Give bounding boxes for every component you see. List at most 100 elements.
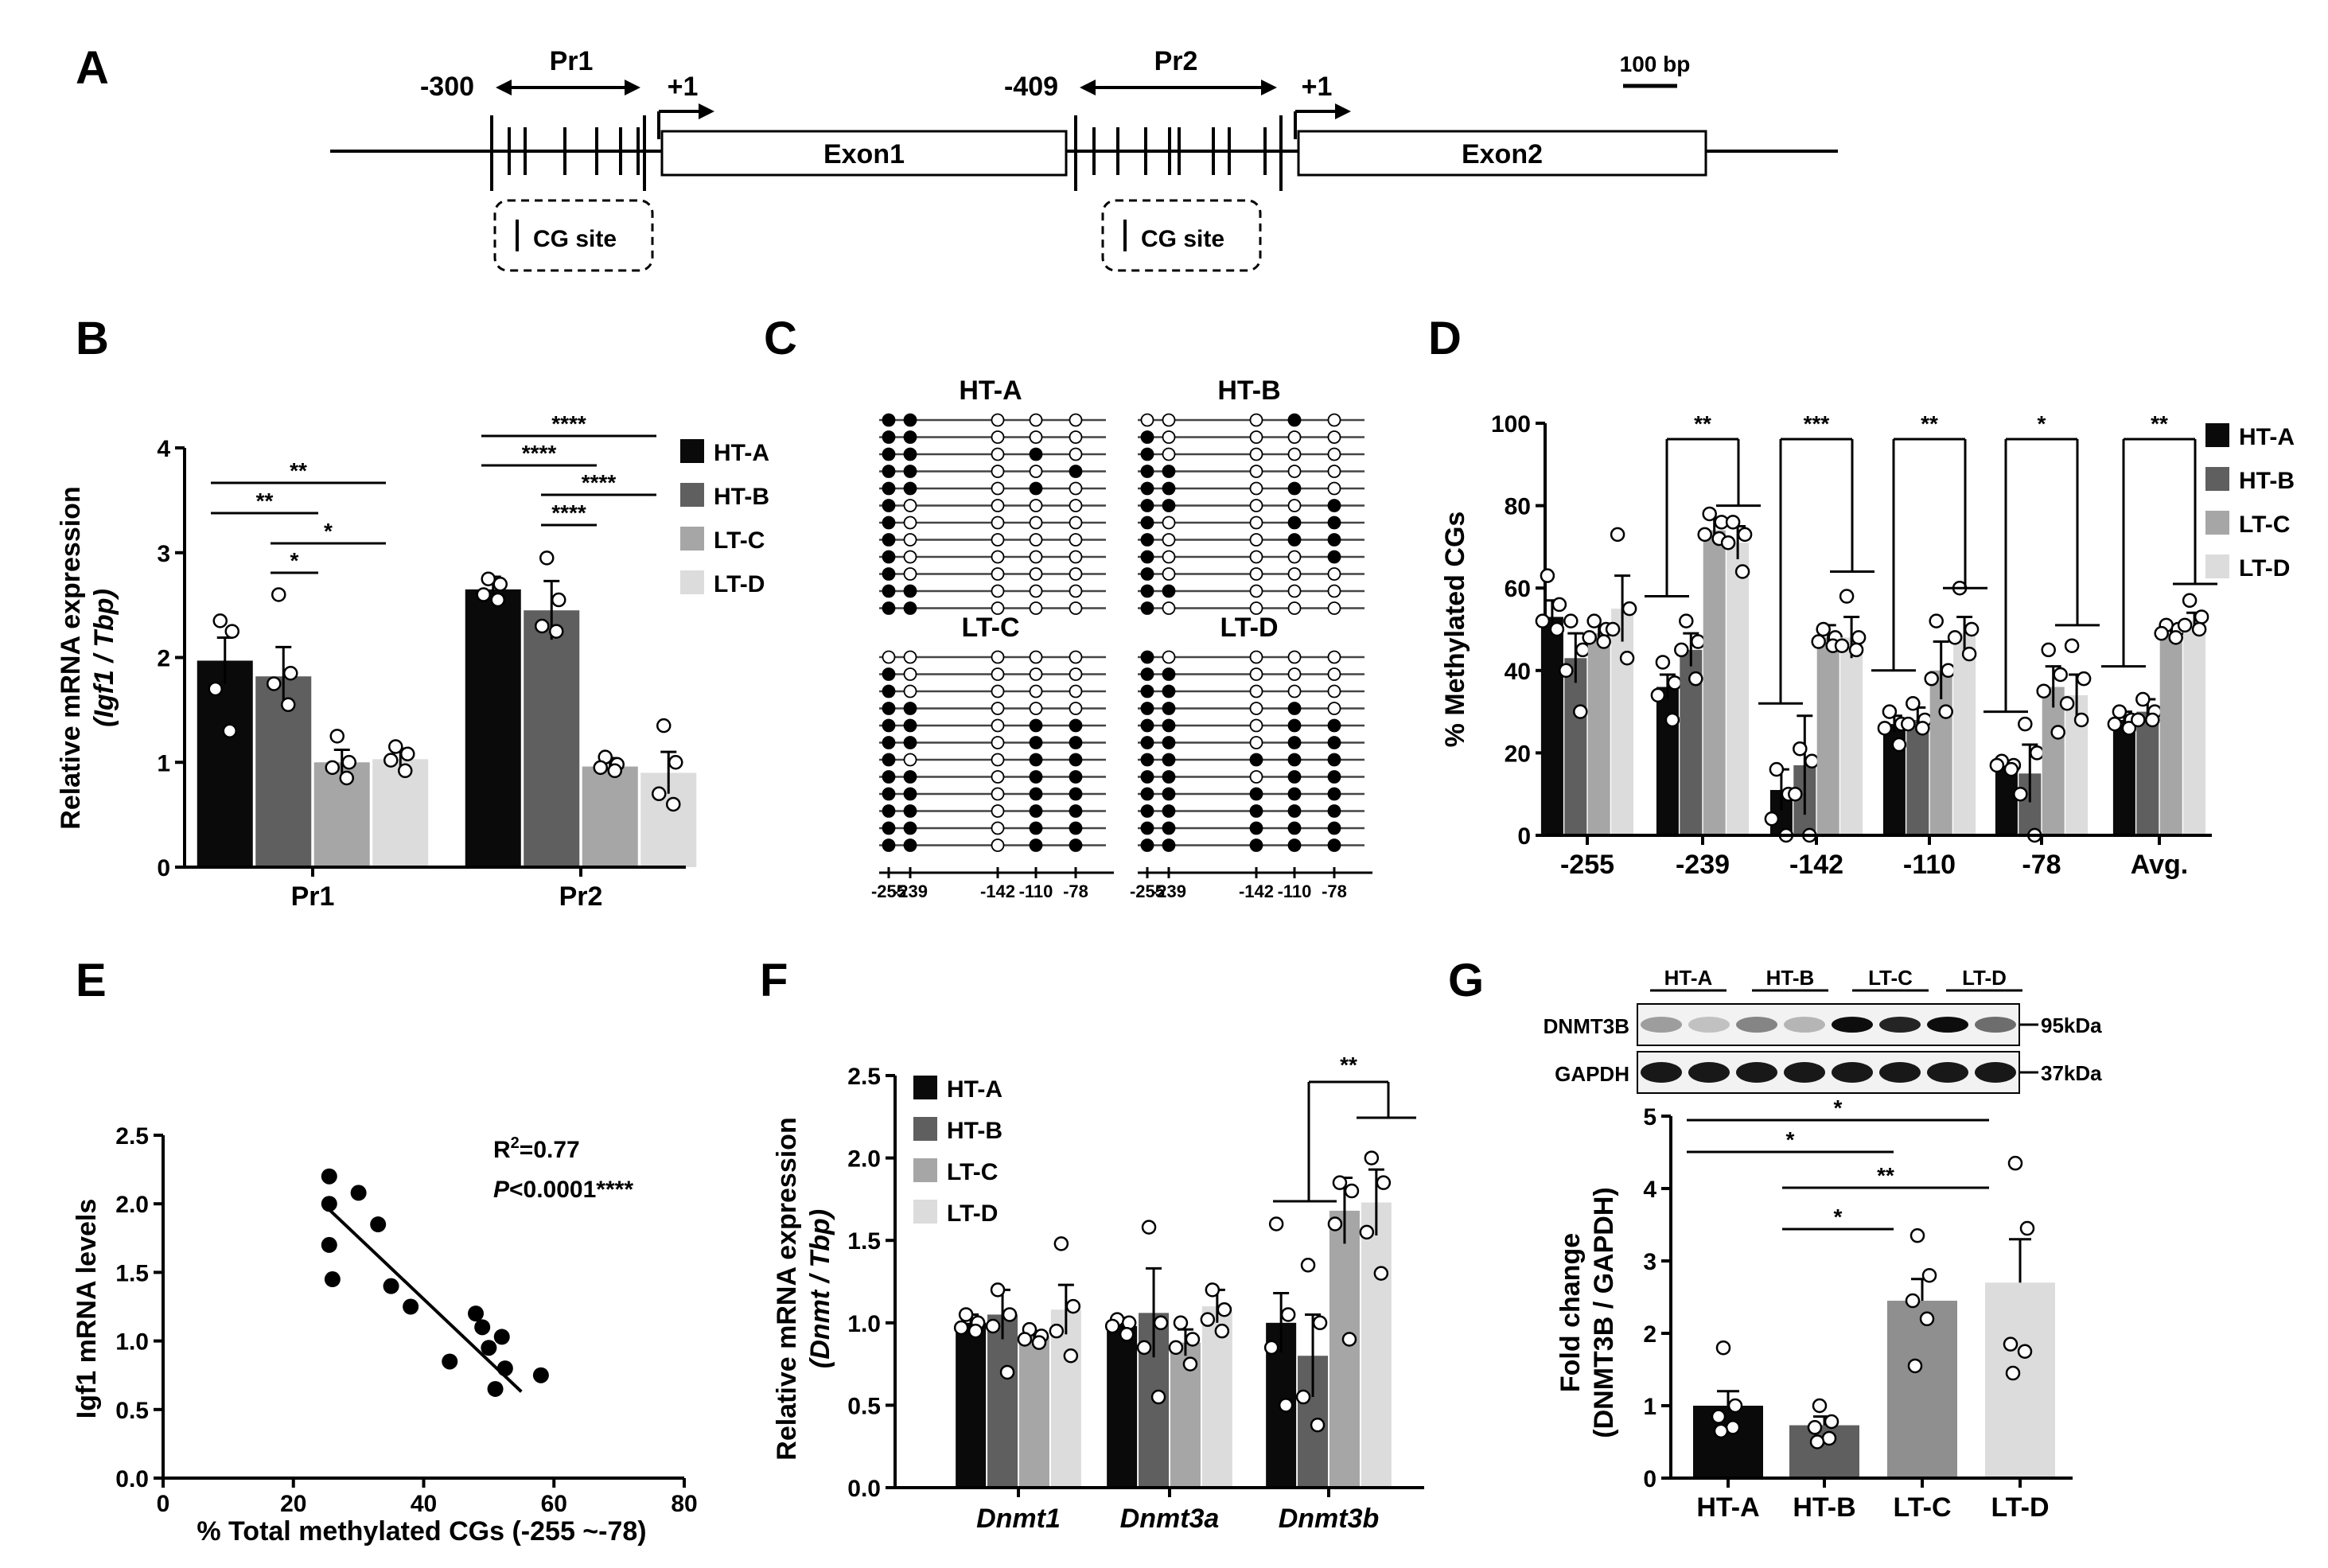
blot-band	[1927, 1017, 1968, 1033]
panel-f-data-point	[1053, 1236, 1069, 1251]
panel-f-bar	[987, 1314, 1018, 1488]
unmethylated-cg	[1249, 430, 1263, 444]
panel-d-bar	[1611, 609, 1634, 835]
methylated-cg	[1327, 550, 1341, 564]
panel-b-data-point	[607, 763, 622, 779]
panel-d-y-tick-label: 80	[1505, 494, 1531, 520]
panel-f-ylabel: Relative mRNA expression (Dnmt / Tbp)	[772, 1117, 835, 1460]
panel-b-data-point	[212, 613, 228, 628]
methylated-cg	[1327, 838, 1341, 852]
unmethylated-cg	[1069, 413, 1083, 427]
panel-d-bar	[1953, 633, 1976, 835]
panel-c-position-label: -255	[871, 881, 906, 901]
methylated-cg	[882, 430, 896, 444]
methylated-cg	[903, 804, 917, 818]
panel-e-data-point	[350, 1185, 367, 1201]
panel-d-data-point	[1664, 712, 1680, 728]
methylated-cg	[1249, 804, 1263, 818]
panel-f-data-point	[1295, 1389, 1311, 1405]
panel-d-legend-swatch	[2205, 511, 2229, 535]
unmethylated-cg	[1327, 481, 1341, 496]
blot-band	[1832, 1017, 1873, 1033]
unmethylated-cg	[991, 601, 1005, 615]
panel-b-sig-label: ****	[551, 500, 586, 525]
panel-label-e: E	[76, 955, 107, 1006]
unmethylated-cg	[1249, 499, 1263, 512]
blot-band	[1784, 1017, 1825, 1033]
unmethylated-cg	[1249, 465, 1263, 478]
panel-d-y-tick-label: 0	[1517, 823, 1531, 850]
blot-band	[1784, 1062, 1825, 1083]
panel-f-data-point	[1268, 1216, 1284, 1231]
panel-d-bar	[1995, 765, 2018, 835]
panel-e-y-tick-label: 2.0	[115, 1192, 149, 1218]
panel-d-data-point	[2154, 625, 2169, 641]
methylated-cg	[1069, 736, 1083, 749]
methylated-cg	[1029, 838, 1043, 852]
methylated-cg	[1140, 702, 1154, 715]
methylated-cg	[1140, 550, 1154, 564]
panel-g-data-point	[2007, 1155, 2023, 1171]
unmethylated-cg	[991, 567, 1005, 581]
panel-f-data-point	[1031, 1335, 1047, 1350]
methylated-cg	[882, 667, 896, 681]
panel-b-sig-label: *	[290, 548, 299, 573]
panel-d-data-point	[1586, 613, 1602, 628]
panel-g-data-point	[1727, 1398, 1743, 1414]
panel-g-y-tick-label: 0	[1643, 1466, 1656, 1492]
unmethylated-cg	[991, 499, 1005, 512]
panel-d-ylabel: % Methylated CGs	[1440, 512, 1470, 748]
panel-c-position-label: -78	[1322, 881, 1347, 901]
methylated-cg	[903, 430, 917, 444]
unmethylated-cg	[1069, 516, 1083, 530]
panel-d-data-point	[1725, 515, 1741, 530]
blot-band	[1975, 1062, 2016, 1083]
blot-group-label: LT-C	[1868, 966, 1913, 990]
panel-d-data-point	[1941, 663, 1956, 679]
panel-e-x-tick-label: 40	[411, 1491, 437, 1517]
panel-f-data-point	[1341, 1332, 1357, 1347]
panel-d-bar	[2136, 711, 2159, 835]
panel-g-x-tick-label: LT-C	[1893, 1492, 1951, 1523]
panel-d-sig-label: ***	[1804, 411, 1830, 436]
panel-d-data-point	[1947, 630, 1963, 645]
blot-size-label: 37kDa	[2041, 1061, 2102, 1085]
panel-b-sig-label: *	[324, 519, 333, 543]
panel-c-position-label: -239	[893, 881, 928, 901]
panel-f-data-point	[1373, 1266, 1389, 1281]
unmethylated-cg	[1069, 667, 1083, 681]
unmethylated-cg	[1327, 667, 1341, 681]
panel-d-legend-swatch	[2205, 423, 2229, 447]
methylated-cg	[1140, 650, 1154, 664]
methylated-cg	[1287, 702, 1302, 715]
panel-e-y-tick-label: 1.5	[115, 1260, 149, 1286]
methylated-cg	[1029, 753, 1043, 767]
panel-d-legend-label: HT-B	[2239, 468, 2295, 494]
panel-d-data-point	[1551, 597, 1567, 613]
unmethylated-cg	[1249, 601, 1263, 615]
methylated-cg	[1327, 804, 1341, 818]
panel-d-data-point	[1811, 634, 1826, 649]
panel-g-data-point	[1711, 1409, 1727, 1424]
methylated-cg	[1327, 516, 1341, 530]
panel-g-data-point	[1919, 1311, 1935, 1327]
panel-f-data-point	[1065, 1298, 1081, 1314]
panel-e-data-point	[321, 1168, 337, 1185]
methylated-cg	[1287, 787, 1302, 801]
unmethylated-cg	[991, 684, 1005, 698]
methylated-cg	[882, 718, 896, 733]
pr2-label: Pr2	[1154, 46, 1198, 76]
panel-b-data-point	[325, 760, 340, 776]
panel-f-data-point	[1121, 1315, 1137, 1331]
panel-d-bar	[1840, 637, 1863, 835]
panel-b-data-point	[593, 760, 608, 776]
panel-f-legend-label: LT-C	[947, 1159, 998, 1185]
panel-d-data-point	[2018, 716, 2033, 732]
methylated-cg	[1140, 753, 1154, 767]
panel-c-position-label: -255	[1130, 881, 1165, 901]
panel-d-sig-label: **	[2151, 411, 2168, 436]
panel-g-bar	[1985, 1282, 2055, 1478]
panel-b-data-point	[481, 571, 496, 586]
unmethylated-cg	[1287, 430, 1302, 444]
panel-d-data-point	[1650, 687, 1666, 703]
